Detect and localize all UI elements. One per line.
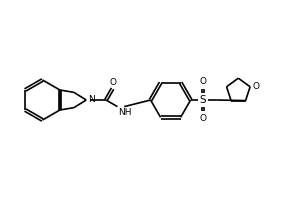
Text: O: O [253, 82, 260, 91]
Text: NH: NH [118, 108, 131, 117]
Text: O: O [200, 114, 206, 123]
Text: N: N [88, 95, 95, 104]
Text: S: S [200, 95, 206, 105]
Text: O: O [110, 78, 116, 87]
Text: O: O [200, 77, 206, 86]
